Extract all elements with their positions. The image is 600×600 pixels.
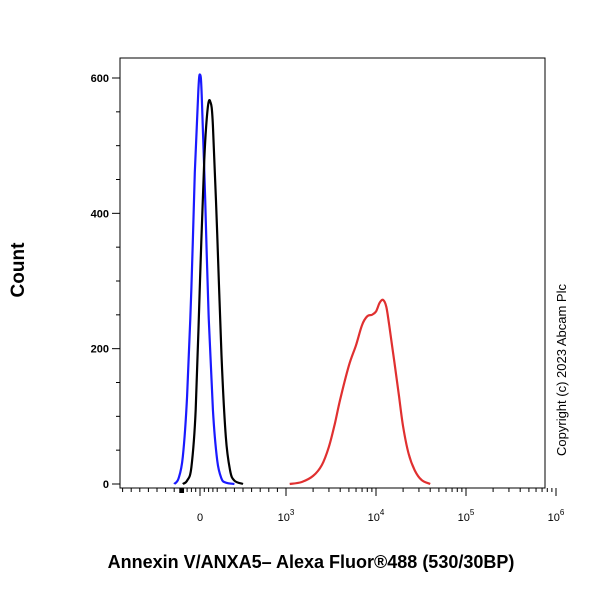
y-tick-label: 200 bbox=[91, 344, 109, 356]
y-tick-label: 600 bbox=[91, 73, 109, 85]
x-tick-label: 0 bbox=[197, 512, 203, 524]
x-tick-label: 105 bbox=[458, 508, 475, 524]
x-tick-label: 106 bbox=[548, 508, 565, 524]
y-axis-ticks: 0 200 400 600 bbox=[91, 73, 120, 491]
y-axis-label: Count bbox=[8, 242, 29, 298]
histogram-series-1 bbox=[173, 73, 235, 486]
x-axis-label: Annexin V/ANXA5– Alexa Fluor®488 (530/30… bbox=[108, 552, 515, 572]
y-tick-label: 0 bbox=[103, 479, 109, 491]
x-axis-ticks: 0 103 104 105 106 bbox=[197, 488, 565, 524]
histogram-series-2 bbox=[182, 98, 244, 486]
series-layer bbox=[173, 73, 431, 486]
x-tick-label: 104 bbox=[368, 508, 385, 524]
y-minor-ticks bbox=[116, 111, 120, 451]
copyright-annotation: Copyright (c) 2023 Abcam Plc bbox=[554, 284, 569, 456]
x-minor-ticks bbox=[122, 488, 553, 493]
x-tick-label: 103 bbox=[278, 508, 295, 524]
y-tick-label: 400 bbox=[91, 208, 109, 220]
histogram-series-3 bbox=[289, 298, 431, 486]
plot-frame bbox=[119, 57, 546, 489]
